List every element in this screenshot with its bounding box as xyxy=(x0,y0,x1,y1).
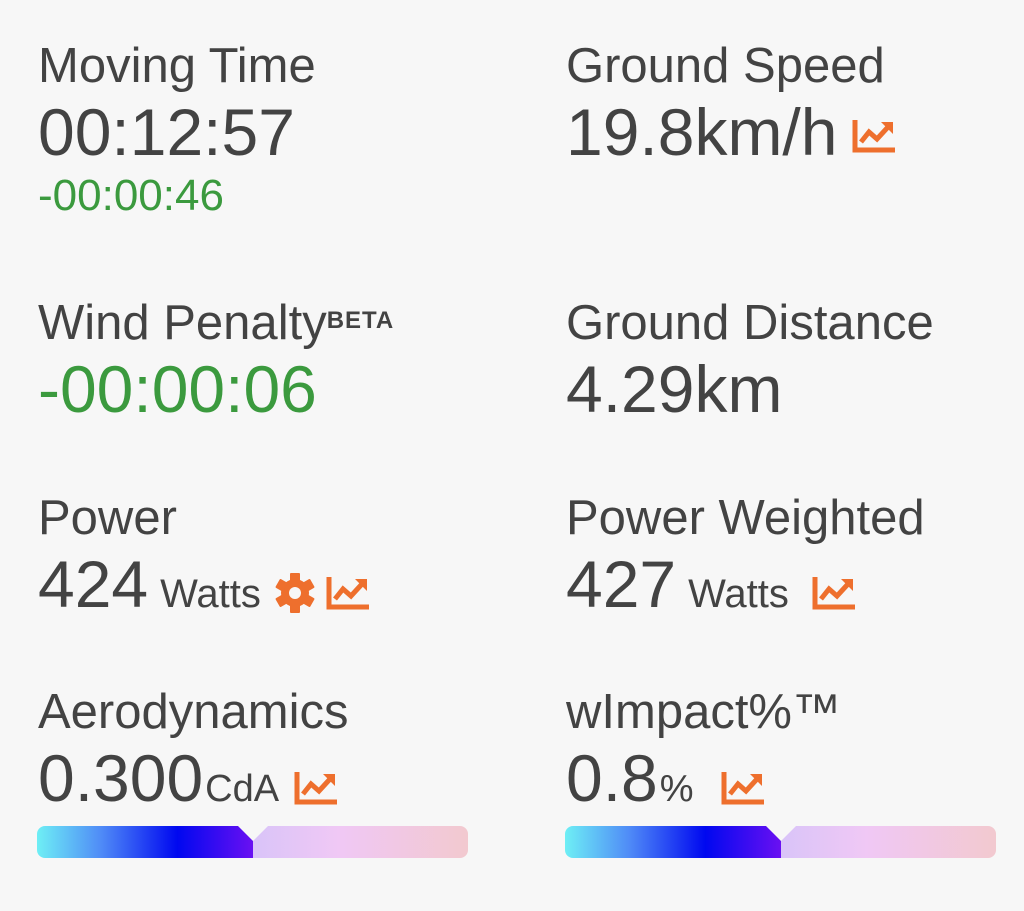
metric-value: 4.29km xyxy=(566,352,783,426)
gauge-fill xyxy=(565,826,781,858)
gauge-rest xyxy=(252,826,468,858)
metric-value: 19.8km/h xyxy=(566,95,838,169)
metric-ground-distance: Ground Distance 4.29km xyxy=(566,295,1024,427)
beta-badge: BETA xyxy=(326,307,395,334)
metric-unit: % xyxy=(659,768,694,810)
metric-aerodynamics: Aerodynamics 0.300 CdA xyxy=(38,684,498,827)
gauge-marker xyxy=(764,826,797,841)
chart-trend-icon[interactable] xyxy=(325,573,371,613)
gauge-rest xyxy=(780,826,996,858)
metric-value: 427 xyxy=(566,547,677,621)
metric-value: 00:12:57 xyxy=(38,95,295,169)
metric-label: Wind Penalty xyxy=(38,296,327,350)
metric-moving-time: Moving Time 00:12:57 -00:00:46 xyxy=(38,38,498,222)
metric-label: Ground Speed xyxy=(566,39,885,93)
metric-label: Aerodynamics xyxy=(38,685,349,739)
metric-label: Power Weighted xyxy=(566,491,925,545)
metric-value: 0.8 xyxy=(566,741,658,815)
wimpact-gauge xyxy=(565,826,996,858)
metric-value: -00:00:06 xyxy=(38,352,317,426)
chart-trend-icon[interactable] xyxy=(811,573,857,613)
metric-unit: Watts xyxy=(688,572,789,616)
metric-power: Power 424 Watts xyxy=(38,490,498,632)
metric-label: Ground Distance xyxy=(566,296,934,350)
chart-trend-icon[interactable] xyxy=(720,768,766,808)
metric-wimpact: wImpact%™ 0.8% xyxy=(566,684,1024,827)
metric-label: wImpact%™ xyxy=(566,685,842,739)
gauge-marker xyxy=(236,826,269,841)
metric-wind-penalty: Wind PenaltyBETA -00:00:06 xyxy=(38,295,498,427)
metric-ground-speed: Ground Speed 19.8km/h xyxy=(566,38,1024,170)
chart-trend-icon[interactable] xyxy=(851,116,897,156)
metric-label: Moving Time xyxy=(38,39,316,93)
gear-icon[interactable] xyxy=(275,573,315,613)
aerodynamics-gauge xyxy=(37,826,468,858)
metric-label: Power xyxy=(38,491,177,545)
metric-value: 424 xyxy=(38,547,149,621)
metric-unit: Watts xyxy=(160,572,261,616)
moving-time-delta: -00:00:46 xyxy=(38,171,224,220)
metric-power-weighted: Power Weighted 427 Watts xyxy=(566,490,1024,632)
metric-value: 0.300 xyxy=(38,741,204,815)
chart-trend-icon[interactable] xyxy=(293,768,339,808)
metric-unit: CdA xyxy=(205,768,280,810)
gauge-fill xyxy=(37,826,253,858)
